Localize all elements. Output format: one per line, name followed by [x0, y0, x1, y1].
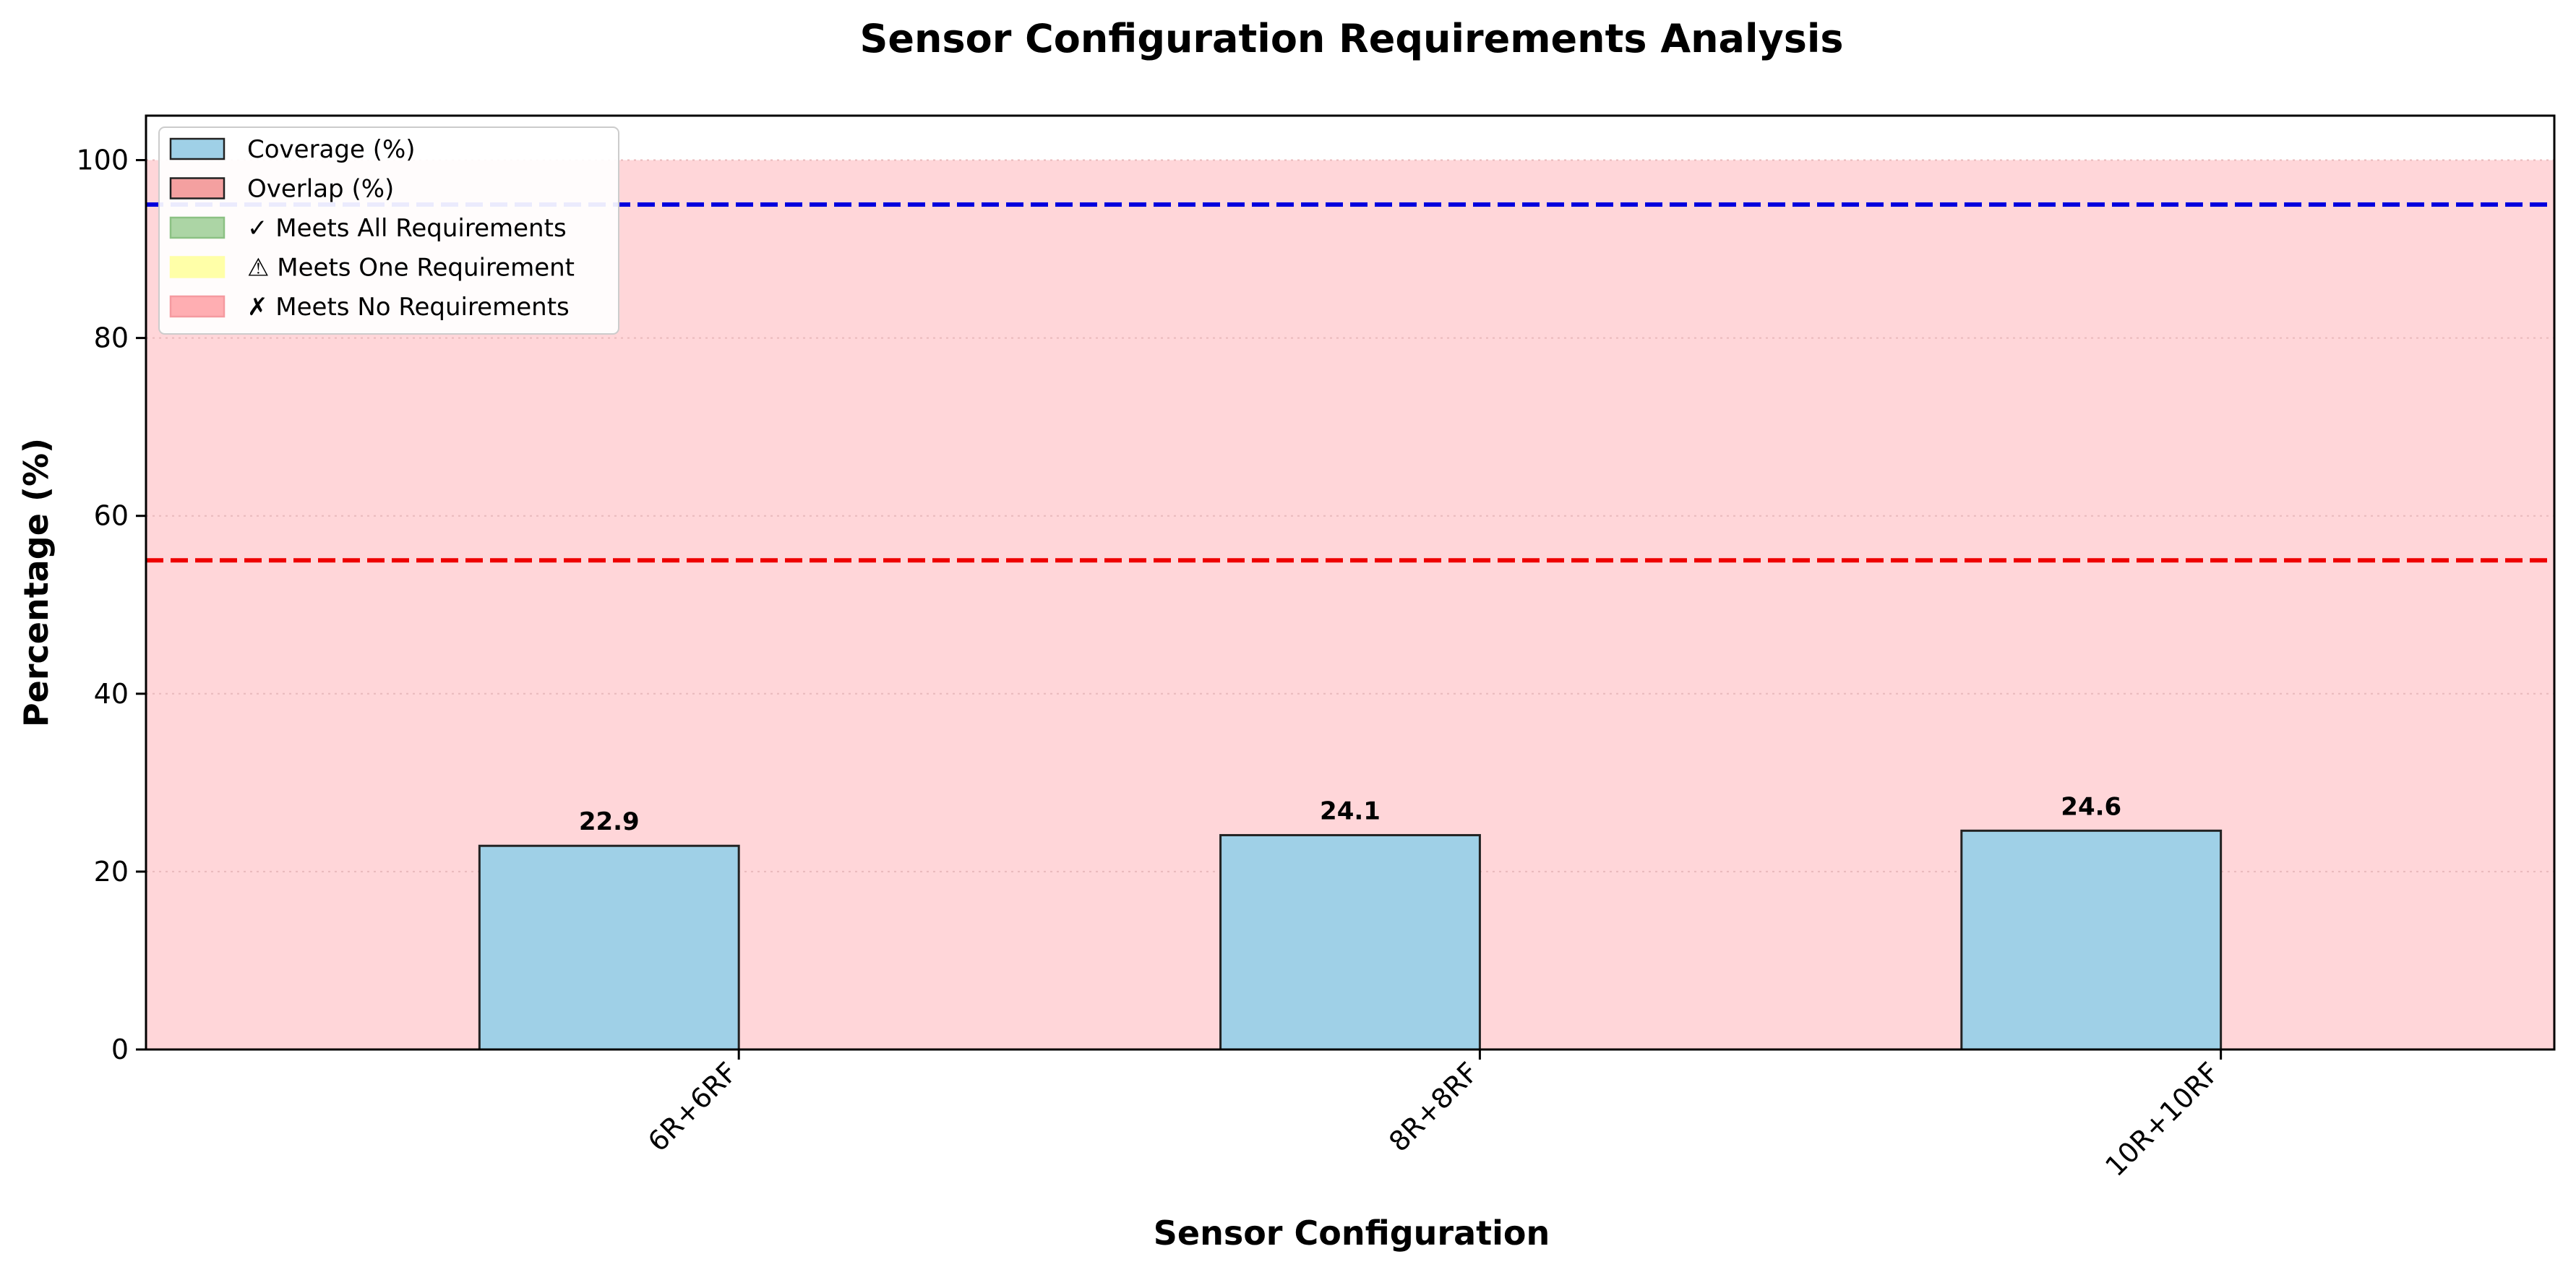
y-axis-label: Percentage (%) [17, 438, 56, 727]
legend-entry-label: Overlap (%) [247, 175, 394, 204]
legend-swatch [169, 256, 226, 278]
x-tick-label: 8R+8RF [1383, 1056, 1485, 1158]
chart-title: Sensor Configuration Requirements Analys… [860, 16, 1844, 61]
legend: Coverage (%) Overlap (%) ✓ Meets All Requi… [158, 126, 619, 335]
legend-swatch [169, 295, 226, 318]
legend-swatch [169, 216, 226, 239]
x-tick-label: 10R+10RF [2099, 1056, 2225, 1182]
legend-entry-label: Coverage (%) [247, 135, 416, 164]
y-tick-label: 60 [94, 500, 129, 532]
legend-swatch [169, 137, 226, 160]
y-tick-label: 40 [94, 678, 129, 710]
legend-entry-label: ⚠ Meets One Requirement [247, 254, 575, 283]
y-tick-label: 80 [94, 322, 129, 354]
coverage-bar [478, 844, 740, 1051]
coverage-bar [1219, 833, 1481, 1051]
bar-value-label: 24.1 [1320, 797, 1381, 825]
bar-value-label: 22.9 [579, 807, 640, 836]
x-tick-label: 6R+6RF [642, 1056, 744, 1158]
axes-frame [145, 114, 2556, 1051]
y-tick-label: 20 [94, 856, 129, 888]
legend-entry-label: ✓ Meets All Requirements [247, 214, 567, 243]
legend-box [158, 126, 619, 335]
y-tick-label: 100 [76, 145, 129, 176]
y-tick-label: 0 [111, 1034, 129, 1065]
legend-entry-label: ✗ Meets No Requirements [247, 293, 570, 322]
legend-swatch [169, 177, 226, 199]
bar-value-label: 24.6 [2061, 792, 2121, 821]
x-axis-label: Sensor Configuration [1154, 1214, 1550, 1253]
coverage-bar [1960, 829, 2223, 1051]
